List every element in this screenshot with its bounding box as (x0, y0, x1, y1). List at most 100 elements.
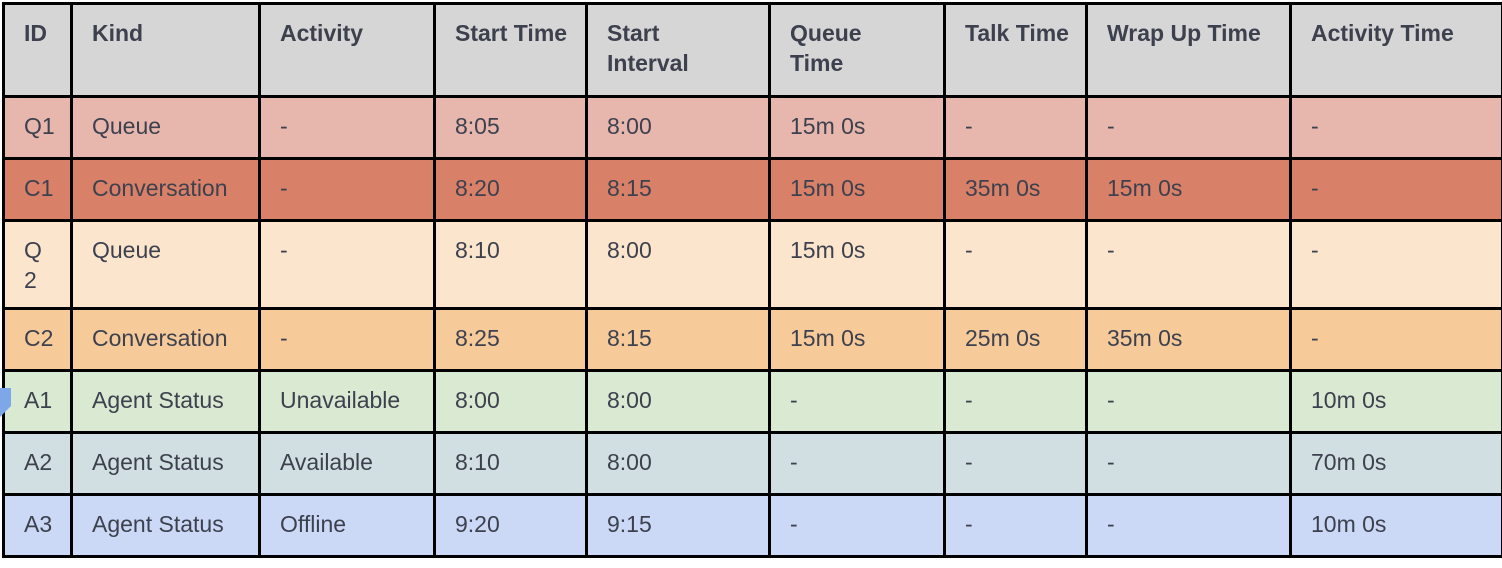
table-cell[interactable]: Q1 (2, 95, 73, 160)
table-cell[interactable]: Agent Status (70, 369, 261, 434)
table-cell[interactable]: A2 (2, 431, 73, 496)
column-header-queue-time[interactable]: Queue Time (768, 2, 946, 98)
column-header-wrap-up-time[interactable]: Wrap Up Time (1085, 2, 1292, 98)
cell-text: 35m 0s (965, 175, 1041, 201)
column-header-start-time[interactable]: Start Time (433, 2, 588, 98)
cell-text: 9:20 (455, 511, 500, 537)
table-cell[interactable]: 10m 0s (1289, 369, 1502, 434)
table-cell[interactable]: 35m 0s (1085, 307, 1292, 372)
table-cell[interactable]: - (943, 431, 1088, 496)
table-cell[interactable]: 15m 0s (768, 157, 946, 222)
table-cell[interactable]: 9:15 (585, 493, 771, 558)
cell-text: - (790, 511, 798, 537)
table-cell[interactable]: Queue (70, 95, 261, 160)
table-cell[interactable]: 8:20 (433, 157, 588, 222)
table-cell[interactable]: - (1085, 369, 1292, 434)
cell-text: 35m 0s (1107, 325, 1183, 351)
table-cell[interactable]: - (943, 219, 1088, 310)
column-header-label: Talk Time (965, 20, 1069, 46)
column-header-activity-time[interactable]: Activity Time (1289, 2, 1502, 98)
cell-text: - (280, 325, 288, 351)
cell-text: - (1311, 175, 1319, 201)
table-cell[interactable]: 9:20 (433, 493, 588, 558)
cell-text: 8:20 (455, 175, 500, 201)
table-cell[interactable]: 8:15 (585, 157, 771, 222)
table-cell[interactable]: - (1289, 219, 1502, 310)
table-cell[interactable]: - (1289, 157, 1502, 222)
table-cell[interactable]: 8:10 (433, 431, 588, 496)
table-cell[interactable]: - (1289, 95, 1502, 160)
table-cell[interactable]: - (1085, 493, 1292, 558)
cell-text: Conversation (92, 325, 228, 351)
cell-text: - (1311, 237, 1319, 263)
column-header-label: Start Time (455, 20, 568, 46)
table-cell[interactable]: A1 (2, 369, 73, 434)
table-cell[interactable]: - (768, 369, 946, 434)
cell-text: - (965, 387, 973, 413)
table-cell[interactable]: 15m 0s (1085, 157, 1292, 222)
cell-text: 8:10 (455, 237, 500, 263)
table-cell[interactable]: - (768, 493, 946, 558)
table-cell[interactable]: 8:10 (433, 219, 588, 310)
table-cell[interactable]: Unavailable (258, 369, 436, 434)
table-cell[interactable]: - (943, 493, 1088, 558)
column-header-activity[interactable]: Activity (258, 2, 436, 98)
table-cell[interactable]: 8:00 (585, 219, 771, 310)
table-header-row: ID Kind Activity Start Time Start Interval Qu… (2, 2, 1502, 98)
table-cell[interactable]: 8:00 (585, 95, 771, 160)
cell-text: 8:00 (607, 237, 652, 263)
table-cell[interactable]: - (943, 369, 1088, 434)
column-header-talk-time[interactable]: Talk Time (943, 2, 1088, 98)
table-cell[interactable]: 8:00 (585, 369, 771, 434)
table-cell[interactable]: A3 (2, 493, 73, 558)
cell-text: C1 (24, 175, 54, 201)
table-cell[interactable]: - (258, 95, 436, 160)
table-cell[interactable]: 8:05 (433, 95, 588, 160)
cell-text: - (1107, 113, 1115, 139)
table-cell[interactable]: - (1085, 431, 1292, 496)
cell-text: 8:15 (607, 325, 652, 351)
table-cell[interactable]: 15m 0s (768, 95, 946, 160)
table-cell[interactable]: C2 (2, 307, 73, 372)
table-cell[interactable]: 70m 0s (1289, 431, 1502, 496)
table-cell[interactable]: Conversation (70, 157, 261, 222)
column-header-id[interactable]: ID (2, 2, 73, 98)
table-cell[interactable]: - (768, 431, 946, 496)
table-cell[interactable]: C1 (2, 157, 73, 222)
column-header-label: Activity Time (1311, 20, 1454, 46)
table-cell[interactable]: - (943, 95, 1088, 160)
table-cell[interactable]: 8:00 (585, 431, 771, 496)
table-cell[interactable]: Agent Status (70, 493, 261, 558)
table-cell[interactable]: - (1289, 307, 1502, 372)
table-cell[interactable]: 15m 0s (768, 307, 946, 372)
cell-text: 8:05 (455, 113, 500, 139)
cell-text: Available (280, 449, 373, 475)
table-cell[interactable]: - (258, 307, 436, 372)
table-cell[interactable]: Available (258, 431, 436, 496)
table-cell[interactable]: 8:15 (585, 307, 771, 372)
table-cell[interactable]: - (258, 219, 436, 310)
column-header-label: Kind (92, 20, 144, 46)
column-header-start-interval[interactable]: Start Interval (585, 2, 771, 98)
cell-text: Agent Status (92, 449, 224, 475)
table-cell[interactable]: 10m 0s (1289, 493, 1502, 558)
table-row-c2: C2 Conversation - 8:25 8:15 15m 0s 25m 0s 35m 0… (2, 307, 1502, 372)
table-cell[interactable]: 8:00 (433, 369, 588, 434)
table-cell[interactable]: 15m 0s (768, 219, 946, 310)
cell-text: 8:15 (607, 175, 652, 201)
table-cell[interactable]: 25m 0s (943, 307, 1088, 372)
table-cell[interactable]: - (1085, 95, 1292, 160)
column-header-label: Start Interval (607, 20, 689, 76)
table-cell[interactable]: Q 2 (2, 219, 73, 310)
table-cell[interactable]: Agent Status (70, 431, 261, 496)
table-cell[interactable]: Conversation (70, 307, 261, 372)
table-cell[interactable]: Offline (258, 493, 436, 558)
table-cell[interactable]: - (1085, 219, 1292, 310)
table-cell[interactable]: 35m 0s (943, 157, 1088, 222)
cell-text: 9:15 (607, 511, 652, 537)
table-cell[interactable]: 8:25 (433, 307, 588, 372)
table-cell[interactable]: - (258, 157, 436, 222)
cell-text: Conversation (92, 175, 228, 201)
table-cell[interactable]: Queue (70, 219, 261, 310)
column-header-kind[interactable]: Kind (70, 2, 261, 98)
